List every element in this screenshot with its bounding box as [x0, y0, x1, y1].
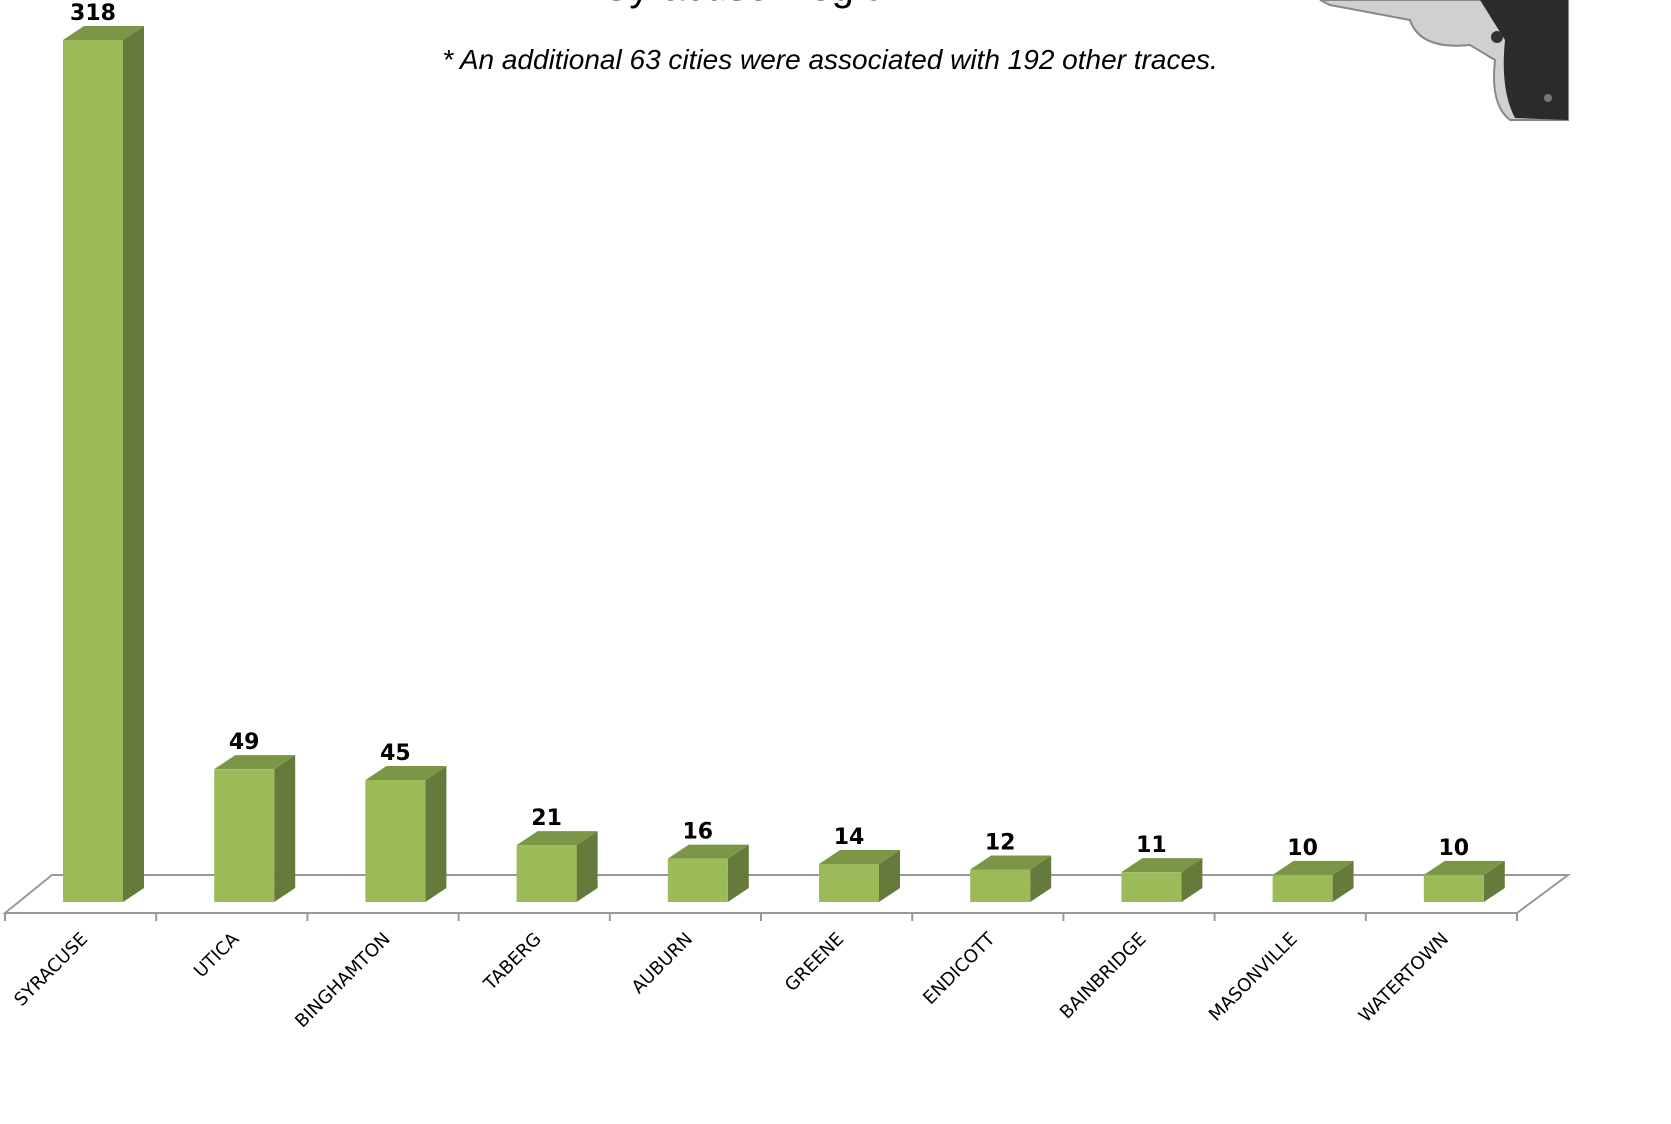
bar	[516, 845, 577, 902]
value-label: 10	[1287, 836, 1318, 861]
bar	[667, 858, 728, 902]
x-tick-label: TABERG	[479, 929, 546, 996]
bar-top	[1121, 858, 1203, 873]
value-label: 49	[229, 730, 260, 755]
bar	[214, 769, 275, 902]
bar-side	[576, 831, 598, 902]
bar	[970, 869, 1031, 902]
bar-side	[879, 850, 900, 902]
bar	[1272, 874, 1333, 902]
bar-top	[516, 831, 598, 846]
bar-side	[1030, 855, 1052, 902]
bar-side	[274, 755, 296, 902]
x-tick-label: BAINBRIDGE	[1056, 929, 1151, 1024]
bar	[1423, 874, 1484, 902]
bar-side	[425, 766, 447, 902]
chart-subtitle: * An additional 63 cities were associate…	[442, 44, 1218, 75]
x-tick-label: AUBURN	[628, 929, 697, 998]
bar-side	[1181, 858, 1203, 902]
x-tick-label: MASONVILLE	[1205, 929, 1302, 1026]
bar-side	[123, 26, 144, 902]
bar-side	[727, 844, 749, 902]
bar-top	[365, 766, 447, 781]
value-label: 14	[834, 825, 865, 850]
bar	[63, 40, 123, 902]
pistol-image	[1319, 0, 1569, 121]
x-tick-label: ENDICOTT	[919, 928, 1000, 1009]
bar-side	[1332, 860, 1354, 902]
bar-top	[667, 844, 749, 859]
value-label: 21	[531, 806, 562, 831]
bar	[1121, 872, 1182, 902]
bar-top	[1423, 860, 1505, 875]
bar	[819, 864, 879, 902]
bar-top	[1272, 860, 1354, 875]
x-tick-label: SYRACUSE	[10, 929, 92, 1011]
x-tick-label: WATERTOWN	[1355, 929, 1453, 1027]
value-label: 12	[985, 830, 1016, 855]
x-tick-label: BINGHAMTON	[291, 929, 394, 1032]
bar	[365, 780, 426, 902]
x-tick-label: GREENE	[781, 929, 848, 996]
value-label: 45	[380, 741, 411, 766]
value-label: 11	[1136, 833, 1167, 858]
bar-top	[214, 755, 296, 770]
bar-top	[819, 850, 900, 865]
bar-top	[63, 26, 144, 40]
value-label: 318	[70, 1, 116, 26]
value-label: 10	[1438, 836, 1469, 861]
bar-side	[1483, 860, 1505, 902]
x-tick-label: UTICA	[190, 928, 244, 982]
chart-title: Syracuse Region	[603, 0, 908, 9]
value-label: 16	[682, 820, 713, 845]
bar-top	[970, 855, 1052, 870]
